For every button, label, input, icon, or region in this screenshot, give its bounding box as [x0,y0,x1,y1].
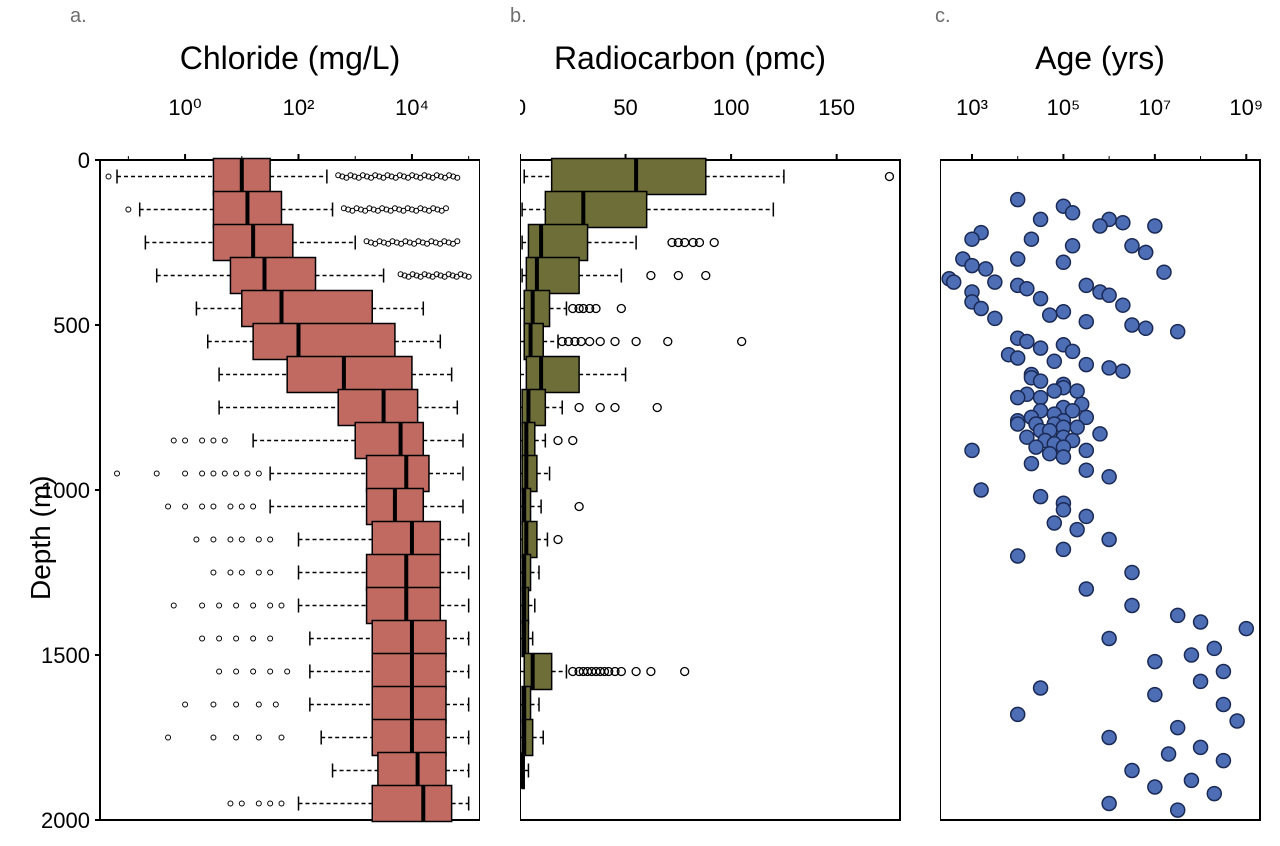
svg-text:10⁹: 10⁹ [1229,95,1263,120]
svg-text:150: 150 [818,95,855,120]
svg-text:10⁴: 10⁴ [395,95,429,120]
svg-text:0: 0 [520,95,526,120]
depth-tick-label: 500 [53,313,90,339]
figure-root: { "figure": { "width": 1280, "height": 8… [0,0,1280,846]
svg-text:10³: 10³ [956,95,988,120]
svg-text:10²: 10² [283,95,315,120]
depth-tick-label: 2000 [41,808,90,834]
chloride-boxplot: 10⁰ 10² 10⁴ [95,0,480,830]
svg-text:10⁷: 10⁷ [1139,95,1171,120]
depth-tick-label: 1500 [41,643,90,669]
depth-tick-label: 1000 [41,478,90,504]
svg-text:10⁵: 10⁵ [1047,95,1081,120]
age-scatter: 10³ 10⁵ 10⁷ 10⁹ [940,0,1270,830]
svg-text:100: 100 [713,95,750,120]
svg-text:10⁰: 10⁰ [168,95,201,120]
radiocarbon-boxplot: 0 50 100 150 [520,0,905,830]
panel-label-a: a. [70,5,87,28]
svg-text:50: 50 [613,95,637,120]
depth-tick-label: 0 [78,148,90,174]
